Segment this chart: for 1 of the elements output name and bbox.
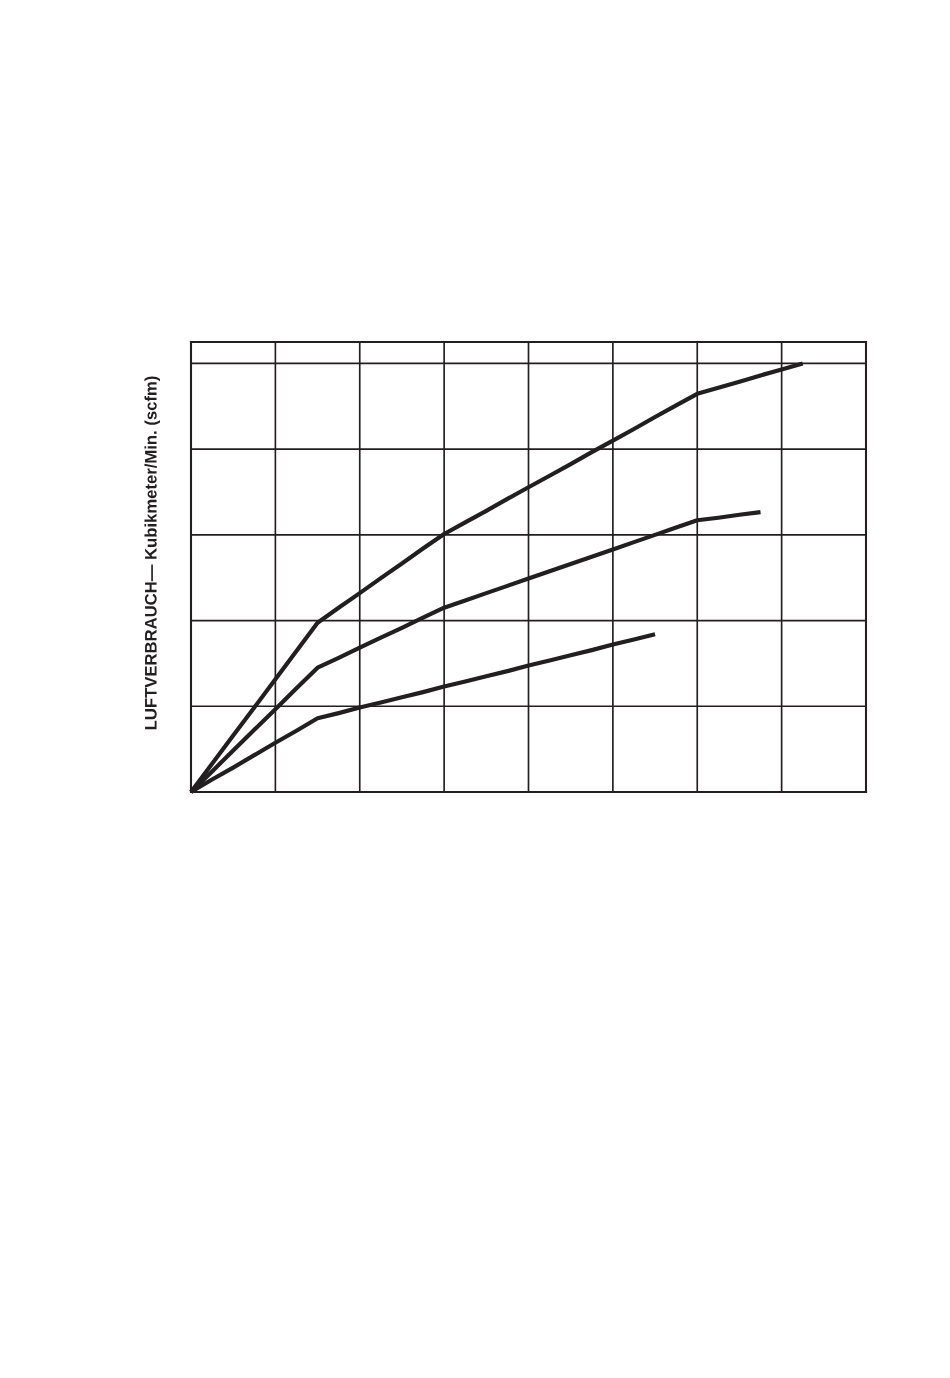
y-axis-title: LUFTVERBRAUCH— Kubikmeter/Min. (scfm) bbox=[144, 376, 160, 730]
